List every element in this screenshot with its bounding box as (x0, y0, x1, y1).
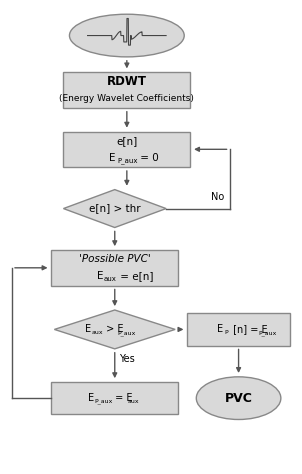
Ellipse shape (196, 377, 281, 419)
Polygon shape (63, 190, 166, 228)
FancyBboxPatch shape (63, 131, 190, 167)
Text: E: E (217, 324, 223, 335)
Text: > E: > E (103, 324, 123, 335)
Text: aux: aux (128, 399, 140, 404)
Text: E: E (97, 271, 103, 282)
Text: = E: = E (112, 393, 133, 403)
Text: PVC: PVC (225, 392, 252, 405)
Text: No: No (211, 191, 224, 202)
Text: aux: aux (103, 276, 116, 282)
FancyBboxPatch shape (51, 250, 178, 285)
Text: E: E (88, 393, 94, 403)
Text: e[n]: e[n] (116, 136, 137, 146)
Text: (Energy Wavelet Coefficients): (Energy Wavelet Coefficients) (59, 94, 194, 103)
Text: [n] = E: [n] = E (230, 324, 268, 335)
Text: = 0: = 0 (137, 153, 159, 163)
Text: = e[n]: = e[n] (117, 271, 153, 282)
Text: aux: aux (91, 330, 103, 335)
Text: Yes: Yes (119, 354, 135, 365)
Text: e[n] > thr: e[n] > thr (89, 203, 140, 214)
FancyBboxPatch shape (187, 313, 290, 346)
FancyBboxPatch shape (63, 72, 190, 108)
FancyBboxPatch shape (51, 382, 178, 414)
Ellipse shape (69, 14, 184, 57)
Text: P_aux: P_aux (259, 330, 277, 336)
Text: E: E (109, 153, 115, 163)
Text: P_aux: P_aux (94, 399, 113, 404)
Text: P_aux: P_aux (117, 330, 136, 336)
Text: E: E (85, 324, 91, 335)
Text: RDWT: RDWT (107, 75, 147, 88)
Text: P_aux: P_aux (117, 157, 138, 164)
Polygon shape (54, 310, 175, 349)
Text: P: P (224, 330, 228, 335)
Text: 'Possible PVC': 'Possible PVC' (79, 254, 151, 264)
